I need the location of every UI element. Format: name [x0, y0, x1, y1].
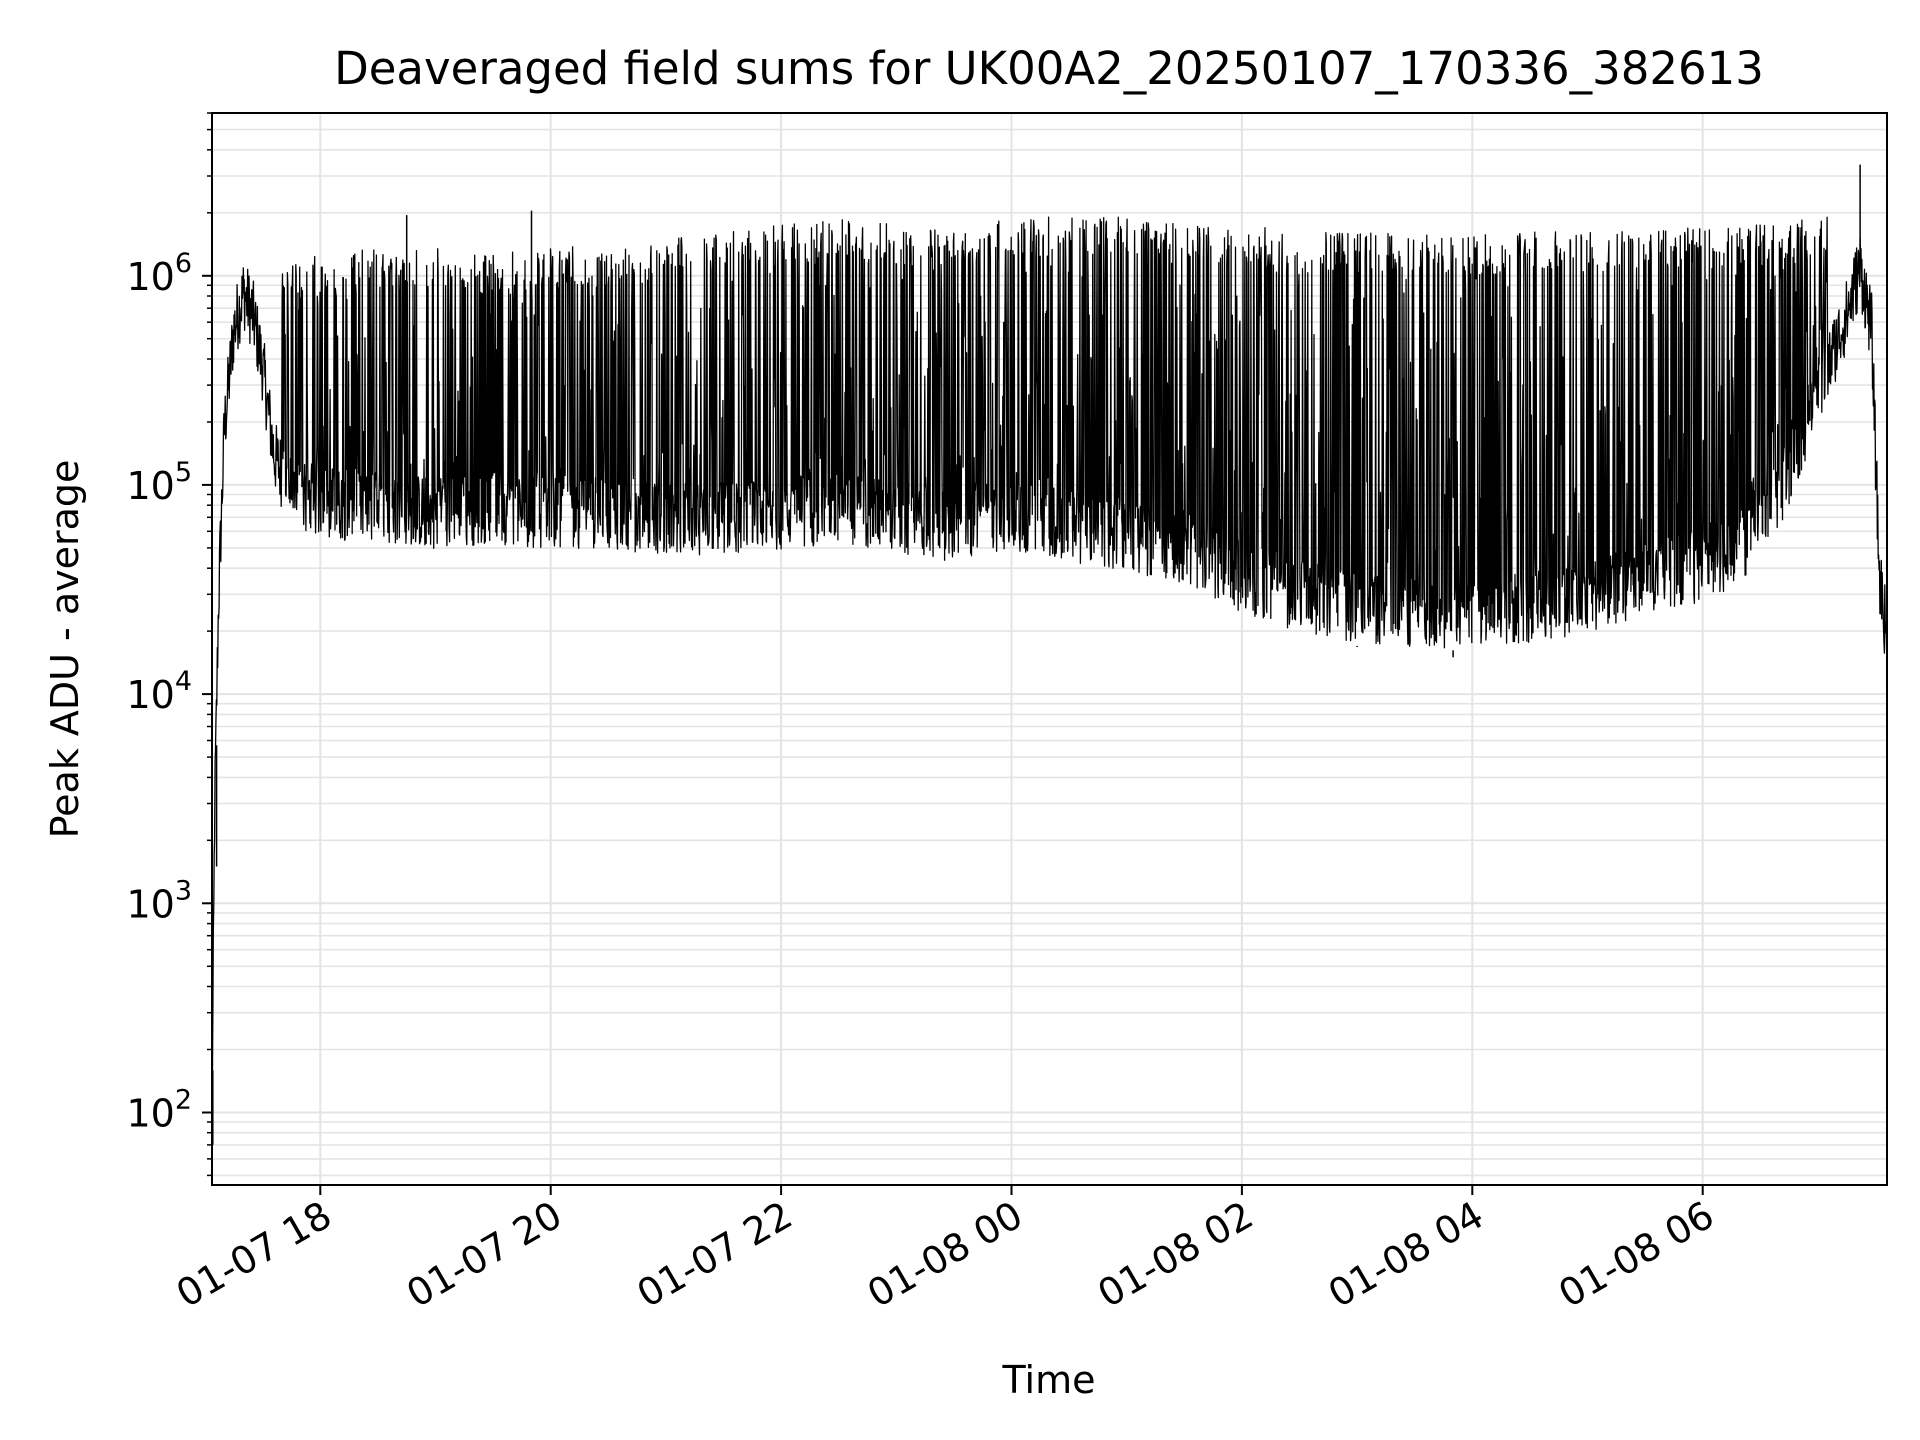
- y-tick-label: 102: [126, 1085, 192, 1136]
- y-tick-exponent: 4: [175, 666, 192, 697]
- y-tick-exponent: 3: [175, 875, 192, 906]
- y-tick-base: 10: [126, 882, 174, 926]
- grid: [212, 112, 1887, 1185]
- chart-title: Deaveraged field sums for UK00A2_2025010…: [334, 42, 1764, 95]
- y-axis-label: Peak ADU - average: [43, 460, 87, 839]
- x-tick-label: 01-08 00: [860, 1193, 1030, 1317]
- x-tick-label: 01-07 18: [169, 1193, 339, 1317]
- x-tick-label: 01-07 20: [399, 1193, 569, 1317]
- y-tick-exponent: 6: [175, 248, 192, 279]
- y-tick-base: 10: [126, 1092, 174, 1136]
- x-axis-label: Time: [1002, 1358, 1096, 1402]
- x-tick-label: 01-08 06: [1551, 1193, 1721, 1317]
- y-tick-label: 106: [126, 248, 192, 299]
- x-axis: 01-07 18 01-07 20 01-07 22 01-08 00 01-08 02…: [169, 1185, 1721, 1316]
- x-tick-label: 01-07 22: [630, 1193, 800, 1317]
- y-tick-exponent: 2: [175, 1085, 192, 1116]
- x-tick-label: 01-08 02: [1090, 1193, 1260, 1317]
- y-tick-label: 105: [126, 457, 192, 508]
- y-tick-label: 104: [126, 666, 192, 717]
- y-tick-label: 103: [126, 875, 192, 926]
- x-tick-label: 01-08 04: [1321, 1193, 1491, 1317]
- y-tick-base: 10: [126, 464, 174, 508]
- y-tick-exponent: 5: [175, 457, 192, 488]
- series-line: [211, 216, 1888, 1109]
- plot-frame: [211, 112, 1888, 1186]
- y-tick-base: 10: [126, 255, 174, 299]
- data-layer: [211, 164, 1888, 1145]
- y-tick-base: 10: [126, 673, 174, 717]
